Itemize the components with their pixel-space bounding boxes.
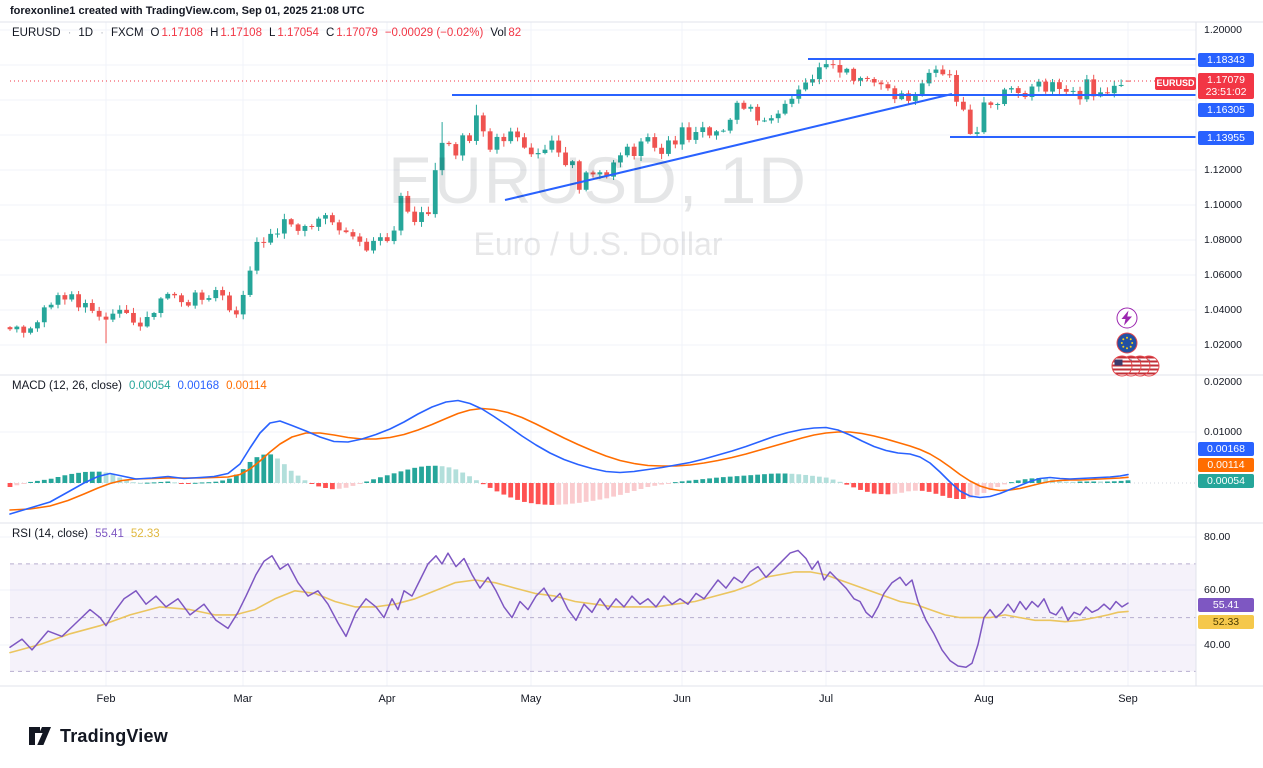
lightning-icon[interactable] bbox=[1116, 307, 1138, 329]
price-scale-badge: 1.17079 23:51:02 bbox=[1198, 73, 1254, 99]
time-axis[interactable] bbox=[0, 686, 1196, 712]
attribution-header: forexonline1 created with TradingView.co… bbox=[10, 5, 365, 17]
price-scale-badge: 1.18343 bbox=[1198, 53, 1254, 67]
legend-change: −0.00029 (−0.02%) bbox=[384, 27, 484, 39]
legend-symbol: EURUSD bbox=[12, 27, 61, 39]
rsi-ma-value: 52.33 bbox=[130, 528, 160, 540]
rsi-title: RSI (14, close) bbox=[12, 528, 89, 540]
time-axis-month-label: Feb bbox=[96, 693, 116, 705]
tradingview-logo-text: TradingView bbox=[60, 726, 168, 746]
legend-volume-label: Vol bbox=[490, 27, 507, 39]
legend-open-label: O bbox=[150, 27, 160, 39]
price-scale-label: 1.02000 bbox=[1204, 339, 1242, 351]
rsi-value: 55.41 bbox=[95, 528, 124, 540]
legend-high-value: 1.17108 bbox=[220, 27, 262, 39]
macd-signal-value: 0.00114 bbox=[226, 380, 267, 392]
price-scale-label: 1.10000 bbox=[1204, 199, 1242, 211]
time-axis-month-label: May bbox=[520, 693, 542, 705]
tradingview-logo[interactable]: TradingView bbox=[28, 726, 168, 747]
price-scale-badge: 55.41 bbox=[1198, 598, 1254, 612]
time-axis-month-label: Aug bbox=[974, 693, 994, 705]
time-axis-month-label: Jul bbox=[818, 693, 834, 705]
price-scale-label: 40.00 bbox=[1204, 639, 1231, 651]
legend-open-value: 1.17108 bbox=[161, 27, 204, 39]
legend-low-label: L bbox=[268, 27, 276, 39]
macd-hist-value: 0.00054 bbox=[128, 380, 171, 392]
price-scale-badge: 0.00054 bbox=[1198, 474, 1254, 488]
time-axis-month-label: Sep bbox=[1118, 693, 1138, 705]
price-scale-label: 1.12000 bbox=[1204, 164, 1242, 176]
eu-flag-icon[interactable] bbox=[1116, 332, 1138, 354]
rsi-legend[interactable]: RSI (14, close) 55.41 52.33 bbox=[12, 528, 160, 540]
price-scale-label: 1.06000 bbox=[1204, 269, 1242, 281]
price-scale-label: 80.00 bbox=[1204, 531, 1231, 543]
price-scale-label: 0.02000 bbox=[1204, 376, 1242, 388]
legend-close-label: C bbox=[325, 27, 335, 39]
price-scale-label: 60.00 bbox=[1204, 584, 1231, 596]
macd-legend[interactable]: MACD (12, 26, close) 0.00054 0.00168 0.0… bbox=[12, 380, 267, 392]
price-scale-badge: 52.33 bbox=[1198, 615, 1254, 629]
legend-high-label: H bbox=[210, 27, 219, 39]
symbol-legend[interactable]: EURUSD · 1D · FXCM O 1.17108 H 1.17108 L 1.… bbox=[12, 27, 521, 39]
macd-title: MACD (12, 26, close) bbox=[12, 380, 122, 392]
time-axis-month-label: Mar bbox=[233, 693, 253, 705]
legend-low-value: 1.17054 bbox=[277, 27, 319, 39]
price-scale-label: 0.01000 bbox=[1204, 426, 1242, 438]
macd-line-value: 0.00168 bbox=[177, 380, 220, 392]
price-scale-badge: 0.00168 bbox=[1198, 442, 1254, 456]
legend-separator: · bbox=[67, 27, 72, 39]
us-flag-icon[interactable] bbox=[1111, 355, 1133, 377]
price-scale-badge: 1.13955 bbox=[1198, 131, 1254, 145]
legend-interval: 1D bbox=[78, 27, 94, 39]
price-scale-badge: 0.00114 bbox=[1198, 458, 1254, 472]
legend-volume-value: 82 bbox=[508, 27, 522, 39]
price-scale-label: 1.20000 bbox=[1204, 24, 1242, 36]
price-scale-label: 1.04000 bbox=[1204, 304, 1242, 316]
last-price-symbol-label: EURUSD bbox=[1155, 77, 1196, 90]
legend-close-value: 1.17079 bbox=[336, 27, 378, 39]
tradingview-logo-icon bbox=[29, 727, 51, 745]
legend-exchange: FXCM bbox=[110, 27, 144, 39]
legend-separator: · bbox=[100, 27, 104, 39]
price-scale-badge: 1.16305 bbox=[1198, 103, 1254, 117]
price-scale-label: 1.08000 bbox=[1204, 234, 1242, 246]
time-axis-month-label: Jun bbox=[673, 693, 691, 705]
time-axis-month-label: Apr bbox=[378, 693, 396, 705]
